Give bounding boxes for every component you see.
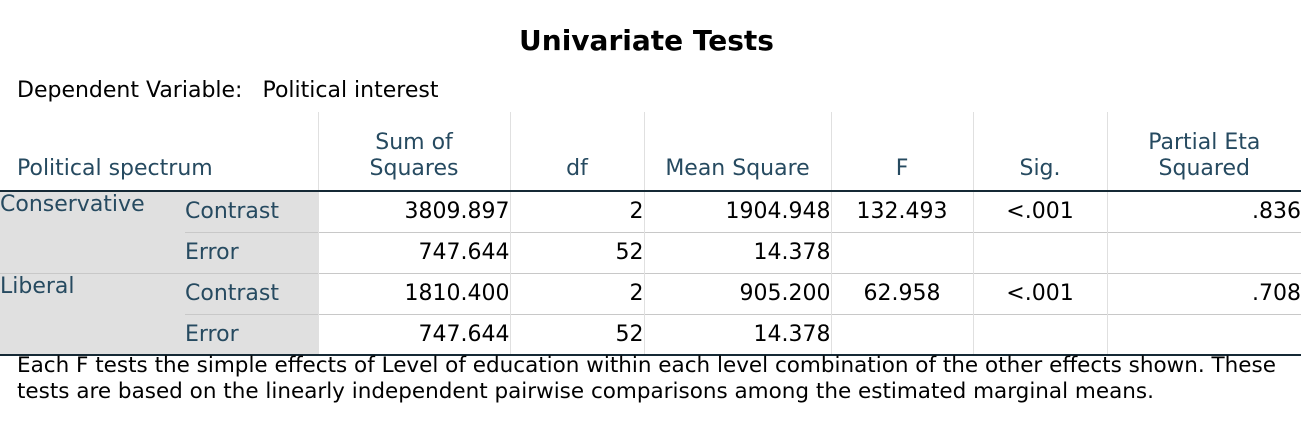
header-sum-of-squares: Sum of Squares	[317, 112, 511, 191]
effect-label: Contrast	[185, 191, 319, 232]
header-political-spectrum: Political spectrum	[17, 156, 213, 181]
cell-df: 2	[509, 273, 645, 314]
effect-label: Error	[185, 232, 319, 273]
effect-label: Contrast	[185, 273, 319, 314]
header-eta-line2: Squared	[1158, 156, 1250, 181]
header-row: Political spectrum Sum of Squares df Mean…	[0, 112, 1302, 191]
effect-label: Error	[185, 314, 319, 355]
cell-mean-square: 14.378	[643, 232, 832, 273]
cell-f: 132.493	[830, 191, 974, 232]
cell-sum-of-squares: 747.644	[317, 232, 511, 273]
cell-f	[830, 232, 974, 273]
cell-df: 2	[509, 191, 645, 232]
header-df: df	[509, 112, 645, 191]
table-row: Error 747.644 52 14.378	[0, 314, 1302, 355]
cell-sig	[972, 232, 1108, 273]
cell-df: 52	[509, 232, 645, 273]
header-ss-line2: Squares	[369, 156, 459, 181]
cell-sum-of-squares: 1810.400	[317, 273, 511, 314]
cell-mean-square: 1904.948	[643, 191, 832, 232]
cell-df: 52	[509, 314, 645, 355]
univariate-tests-table: Political spectrum Sum of Squares df Mean…	[0, 112, 1302, 356]
table-row: Liberal Contrast 1810.400 2 905.200 62.9…	[0, 273, 1302, 356]
cell-sum-of-squares: 3809.897	[317, 191, 511, 232]
header-eta-line1: Partial Eta	[1148, 130, 1261, 155]
cell-partial-eta-squared: .708	[1106, 273, 1302, 314]
cell-partial-eta-squared: .836	[1106, 191, 1302, 232]
header-sig: Sig.	[972, 112, 1108, 191]
cell-sig: <.001	[972, 191, 1108, 232]
group-label-conservative: Conservative	[0, 191, 185, 274]
header-ss-line1: Sum of	[375, 130, 453, 155]
cell-sig	[972, 314, 1108, 355]
cell-mean-square: 905.200	[643, 273, 832, 314]
group-label-liberal: Liberal	[0, 273, 185, 356]
cell-sum-of-squares: 747.644	[317, 314, 511, 355]
header-f: F	[830, 112, 974, 191]
cell-partial-eta-squared	[1106, 314, 1302, 355]
cell-f: 62.958	[830, 273, 974, 314]
table-title: Univariate Tests	[519, 24, 774, 57]
cell-mean-square: 14.378	[643, 314, 832, 355]
dependent-variable: Dependent Variable: Political interest	[17, 78, 438, 103]
table-row: Error 747.644 52 14.378	[0, 232, 1302, 273]
dependent-variable-value: Political interest	[262, 78, 439, 103]
table-footnote: Each F tests the simple effects of Level…	[17, 353, 1276, 404]
cell-f	[830, 314, 974, 355]
cell-sig: <.001	[972, 273, 1108, 314]
dependent-variable-label: Dependent Variable:	[17, 78, 243, 103]
header-partial-eta-squared: Partial Eta Squared	[1106, 112, 1302, 191]
header-mean-square: Mean Square	[643, 112, 832, 191]
table-row: Conservative Contrast 3809.897 2 1904.94…	[0, 191, 1302, 274]
cell-partial-eta-squared	[1106, 232, 1302, 273]
